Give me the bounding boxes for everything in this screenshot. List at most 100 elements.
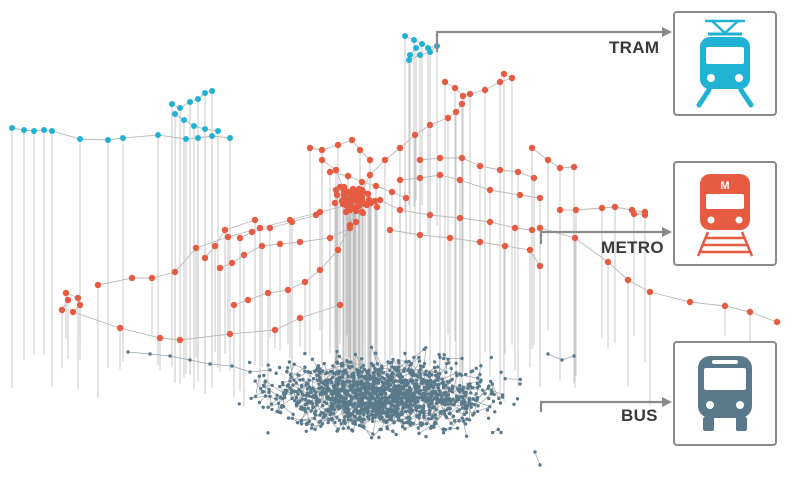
bus-stop-node [354, 392, 359, 396]
metro-station-node [536, 262, 544, 270]
bus-stop-node [357, 369, 361, 373]
metro-station-node [746, 308, 754, 316]
bus-stop-node [390, 413, 394, 417]
bus-stop-node [351, 391, 356, 395]
metro-station-node [76, 301, 84, 309]
bus-stop-node [426, 392, 431, 396]
metro-station-node [544, 156, 552, 164]
bus-stop-node [352, 388, 357, 392]
bus-stop-node [394, 379, 398, 383]
bus-stop-node [380, 402, 384, 406]
metro-badge: M [720, 180, 729, 192]
bus-stop-node [359, 365, 363, 370]
bus-stop-node [299, 389, 303, 393]
bus-stop-node [352, 414, 356, 418]
bus-stop-node [269, 402, 274, 406]
metro-station-node [630, 210, 638, 218]
bus-stop-node [253, 394, 258, 399]
bus-stop-node [466, 382, 470, 387]
bus-stop-node [440, 409, 444, 414]
bus-stop-node [275, 409, 279, 414]
bus-stop-node [320, 389, 324, 393]
bus-stop-node [270, 383, 274, 388]
bus-stop-node [343, 415, 347, 419]
bus-stop-node [422, 394, 427, 398]
bus-stop-node [340, 361, 345, 365]
bus-stop-node [454, 361, 458, 365]
bus-stop-node [338, 378, 342, 382]
metro-station-node [347, 194, 355, 202]
bus-stop-node [383, 402, 388, 406]
bus-stop-node [385, 387, 389, 391]
metro-station-node [236, 234, 244, 242]
bus-stop-node [367, 382, 371, 387]
bus-stop-node [424, 369, 428, 373]
bus-stop-node [501, 395, 505, 399]
bus-stop-node [331, 392, 335, 396]
bus-stop-node [426, 399, 431, 403]
metro-station-node [258, 242, 266, 250]
bus-stop-node [463, 422, 468, 426]
bus-stop-node [291, 383, 295, 387]
bus-stop-node [458, 395, 462, 399]
bus-stop-node [421, 422, 425, 426]
bus-stop-node [464, 434, 469, 438]
metro-station-node [358, 208, 366, 216]
metro-station-node [355, 202, 363, 210]
bus-stop-node [371, 371, 376, 375]
bus-stop-node [369, 436, 374, 440]
bus-stop-node [394, 406, 398, 410]
bus-stop-node [359, 386, 363, 391]
bus-stop-node [474, 392, 478, 396]
bus-stop-node [278, 396, 283, 400]
bus-stop-node [329, 401, 333, 405]
bus-stop-node [322, 361, 326, 366]
bus-stop-node [400, 375, 405, 379]
metro-station-node [536, 194, 544, 202]
bus-stop-node [408, 423, 412, 427]
bus-stop-node [436, 372, 440, 376]
metro-station-node [296, 314, 304, 322]
bus-stop-node [412, 393, 416, 397]
metro-station-node [116, 324, 124, 332]
bus-stop-node [351, 379, 355, 383]
bus-stop-node [309, 409, 313, 413]
bus-stop-node [301, 377, 305, 382]
bus-stop-node [375, 388, 379, 393]
metro-station-node [176, 336, 184, 344]
bus-stop-node [417, 385, 421, 389]
metro-station-node [230, 301, 238, 309]
metro-station-node [372, 182, 380, 190]
bus-stop-node [476, 376, 480, 380]
bus-stop-node [347, 364, 351, 368]
bus-pointer-arrowhead [662, 397, 672, 407]
bus-stop-node [299, 422, 304, 426]
bus-stop-node [466, 386, 470, 390]
metro-station-node [316, 266, 324, 274]
bus-stop-node [446, 402, 450, 406]
bus-stop-node [317, 420, 321, 424]
bus-stop-node [433, 413, 437, 417]
bus-stop-node [341, 370, 345, 374]
bus-stop-node [455, 374, 459, 378]
bus-stop-node [430, 373, 434, 377]
bus-stop-node [397, 412, 401, 417]
bus-stop-node [442, 386, 446, 390]
tram-station-node [402, 33, 408, 39]
bus-stop-node [342, 419, 346, 423]
bus-stop-node [389, 375, 394, 380]
bus-stop-node [401, 406, 405, 410]
metro-station-node [451, 84, 459, 92]
bus-stop-node [476, 404, 480, 408]
bus-stop-node [438, 390, 442, 394]
bus-stop-node [455, 399, 459, 403]
bus-stop-node [486, 416, 491, 420]
metro-station-node [458, 154, 466, 162]
bus-stop-node [364, 389, 368, 394]
tram-station-node [21, 127, 27, 133]
metro-station-node [244, 296, 252, 304]
bus-stop-node [336, 390, 340, 394]
bus-stop-node [371, 432, 375, 436]
bus-stop-node [499, 370, 503, 374]
tram-station-node [169, 101, 175, 107]
